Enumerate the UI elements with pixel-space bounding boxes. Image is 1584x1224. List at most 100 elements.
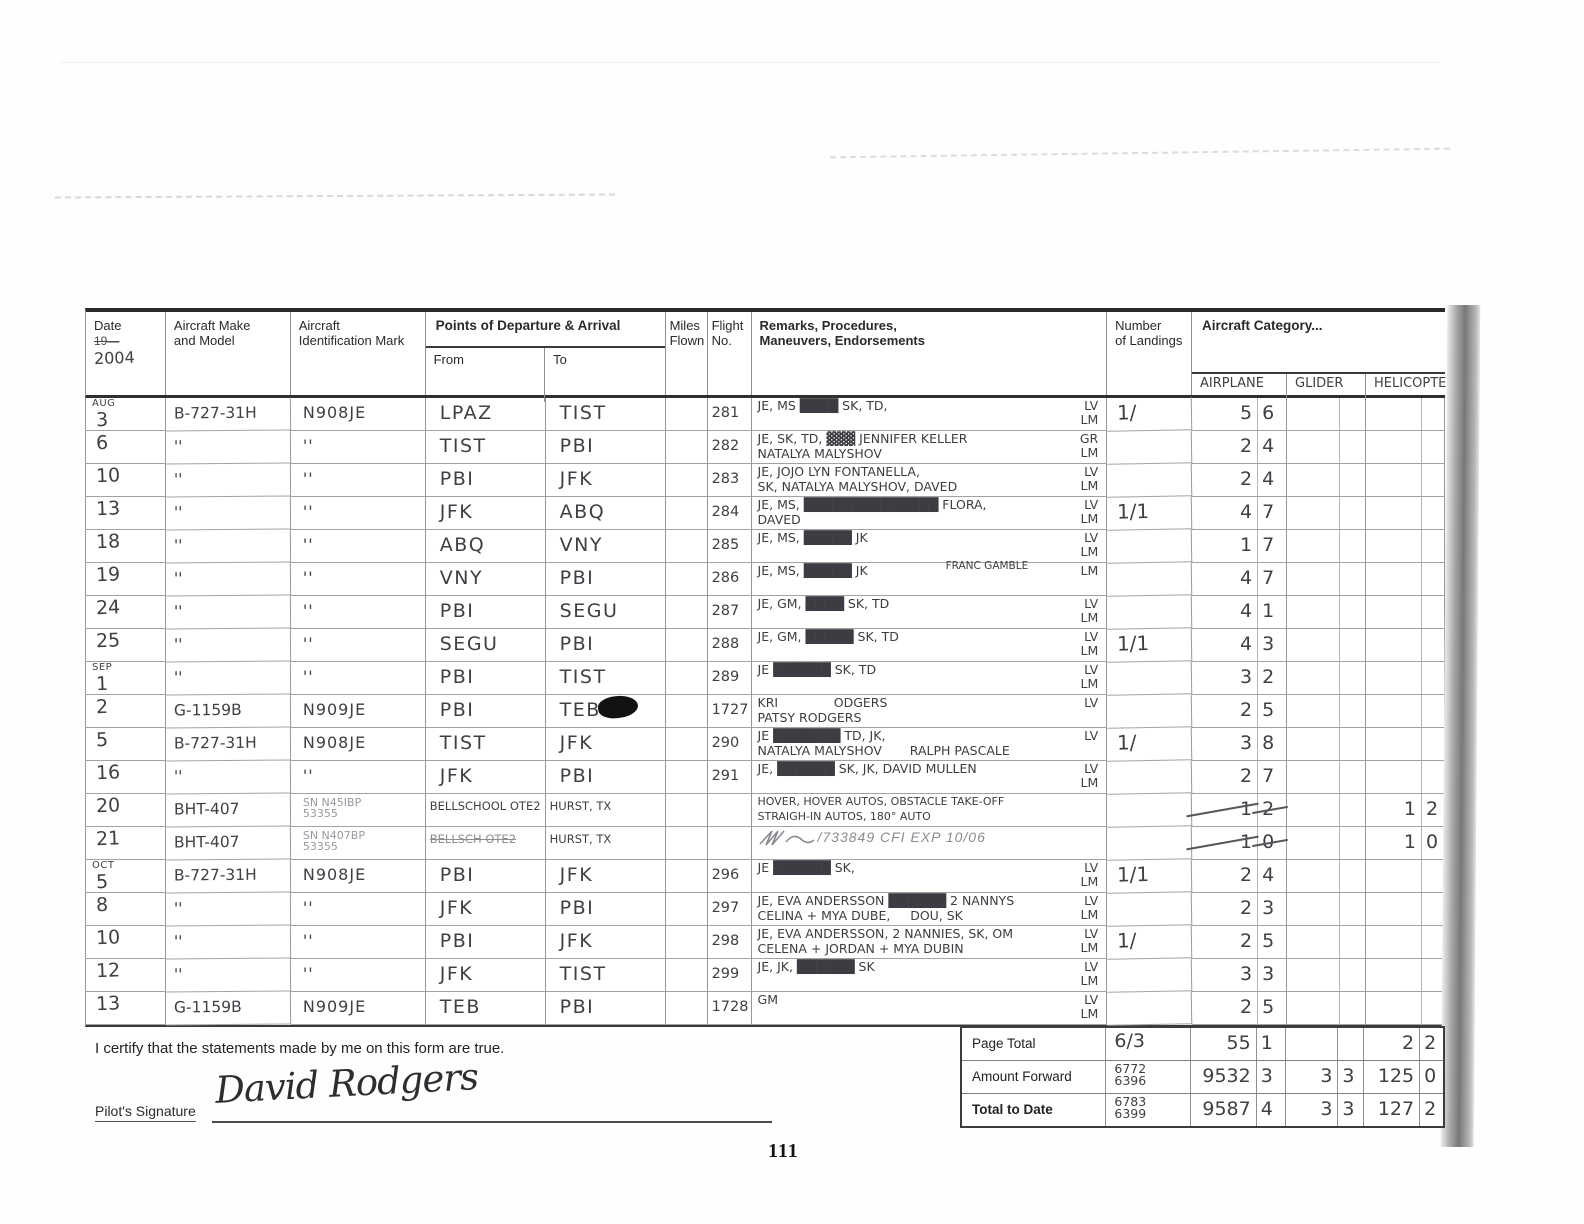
cell-date: OCT 5 (86, 860, 166, 893)
cell-landings (1106, 463, 1193, 498)
cell-aircraft-ident: '' (290, 530, 426, 563)
lv-lm-marks: LV LM (1080, 662, 1099, 691)
cell-helicopter-tenths (1422, 695, 1446, 728)
total-to-date-row: Total to Date 6783 6399 9587 4 3 3 127 2 (962, 1094, 1443, 1126)
cell-helicopter-tenths (1422, 728, 1446, 761)
cell-miles (665, 662, 708, 695)
cell-airplane-tenths: 7 (1258, 530, 1288, 563)
cell-landings: 1/1 (1106, 628, 1193, 663)
cell-helicopter (1366, 695, 1423, 728)
date-day: 13 (95, 497, 121, 521)
table-row: 13 '' '' JFK ABQ 284 JE, MS, ██████████████ FL… (86, 496, 1446, 531)
date-day: 16 (95, 761, 121, 785)
table-row: 21 BHT-407 SN N407BP 53355 BELLSCH OTE2 HURS… (86, 826, 1445, 861)
cell-airplane-tenths: 7 (1258, 761, 1288, 794)
cell-airplane-tenths: 5 (1258, 695, 1288, 728)
lv-lm-marks: LV LM (1080, 959, 1099, 988)
remark-line-1: KRI ODGERS (757, 695, 888, 710)
cell-helicopter-tenths (1422, 398, 1446, 431)
total-to-date-airplane-tenths: 4 (1257, 1094, 1286, 1126)
cell-flight-no (707, 794, 752, 827)
date-day: 24 (95, 596, 121, 620)
header-points-group: Points of Departure & Arrival From To (425, 312, 666, 402)
cell-landings (1106, 958, 1193, 993)
cell-miles (665, 728, 708, 761)
cell-aircraft-ident: N909JE (290, 992, 426, 1025)
date-day: 20 (95, 794, 121, 818)
cell-from: JFK (425, 959, 546, 992)
lv-lm-marks: LM (1080, 563, 1099, 578)
cell-flight-no: 297 (707, 893, 752, 926)
cell-helicopter-tenths (1422, 761, 1446, 794)
cell-date: 12 (86, 959, 166, 992)
cell-date: 10 (86, 926, 166, 959)
total-to-date-airplane: 9587 (1191, 1094, 1257, 1126)
cell-helicopter (1366, 761, 1423, 794)
date-day: 12 (95, 959, 121, 983)
scan-artifact (830, 147, 1450, 159)
cell-miles (665, 497, 708, 530)
header-remarks: Remarks, Procedures, Maneuvers, Endorsem… (752, 312, 1108, 395)
table-row: 19 '' '' VNY PBI 286 JE, MS, █████ JK FRANC GAM… (86, 560, 1446, 597)
cell-airplane-tenths: 7 (1258, 497, 1288, 530)
cell-airplane: 1 (1192, 827, 1259, 860)
amount-forward-label: Amount Forward (962, 1061, 1107, 1093)
cell-airplane-tenths: 4 (1258, 860, 1288, 893)
amount-forward-row: Amount Forward 6772 6396 9532 3 3 3 125 … (962, 1061, 1443, 1094)
table-row: 10 '' '' PBI JFK 283 JE, JOJO LYN FONTANELLA, S… (86, 463, 1446, 498)
table-row: 8 '' '' JFK PBI 297 JE, EVA ANDERSSON ██████ 2… (86, 892, 1446, 927)
cell-glider (1287, 959, 1341, 992)
cell-landings: 1/ (1106, 727, 1193, 762)
cell-landings (1106, 793, 1193, 828)
amount-forward-glider-tenths: 3 (1338, 1061, 1365, 1093)
table-row: 18 '' '' ABQ VNY 285 JE, MS, █████ JK LV LM 1 7 (86, 529, 1446, 564)
cell-flight-no: 282 (707, 431, 752, 464)
amount-forward-helicopter-tenths: 0 (1424, 1065, 1437, 1087)
cell-from: PBI (425, 695, 546, 728)
cell-aircraft-make: B-727-31H (165, 397, 291, 432)
cell-glider-tenths (1340, 761, 1367, 794)
date-day: 2 (95, 695, 109, 719)
cell-aircraft-ident: SN N45IBP 53355 (290, 794, 426, 827)
header-aircraft-make: Aircraft Make and Model (166, 312, 291, 395)
cell-date: 19 (86, 563, 166, 596)
cell-date: 20 (86, 794, 166, 827)
cell-landings (1106, 826, 1193, 861)
cell-aircraft-make: '' (165, 925, 291, 960)
cell-aircraft-ident: '' (290, 926, 426, 959)
cell-airplane: 2 (1192, 893, 1259, 926)
table-row: 16 '' '' JFK PBI 291 JE, ██████ SK, JK, DAVID … (86, 760, 1446, 795)
cell-helicopter (1366, 926, 1423, 959)
cell-airplane: 1 (1192, 530, 1259, 563)
cell-helicopter-tenths (1422, 431, 1446, 464)
cell-miles (665, 596, 708, 629)
date-month: OCT (92, 860, 115, 871)
cell-glider-tenths (1340, 992, 1367, 1025)
cell-landings (1106, 595, 1193, 630)
table-row: SEP 1 '' '' PBI TIST 289 JE ██████ SK, TD LV LM 3… (86, 661, 1446, 696)
date-day: 8 (95, 893, 109, 917)
signature-underline (212, 1121, 772, 1123)
amount-forward-glider: 3 (1286, 1061, 1339, 1093)
cell-aircraft-make: '' (165, 562, 291, 597)
cell-aircraft-make: G-1159B (165, 991, 291, 1026)
cell-aircraft-ident: SN N407BP 53355 (290, 827, 426, 860)
cell-glider-tenths (1340, 629, 1367, 662)
table-row: 24 '' '' PBI SEGU 287 JE, GM, ████ SK, TD LV LM… (86, 595, 1446, 630)
cell-helicopter (1366, 860, 1423, 893)
amount-forward-helicopter: 125 (1364, 1061, 1421, 1093)
cell-from: PBI (425, 662, 546, 695)
cell-airplane: 2 (1192, 992, 1259, 1025)
cell-from: PBI (425, 464, 546, 497)
cell-date: 24 (86, 596, 166, 629)
cell-to: VNY (545, 530, 666, 563)
remark-line-1: JE, MS, █████ JK (757, 563, 868, 578)
cell-aircraft-make: '' (165, 958, 291, 993)
remark-line-1: JE, JOJO LYN FONTANELLA, (757, 464, 920, 479)
cell-miles (665, 398, 708, 431)
page-total-glider (1286, 1028, 1339, 1060)
cell-flight-no: 296 (707, 860, 752, 893)
cell-airplane: 2 (1192, 926, 1259, 959)
cell-airplane: 2 (1192, 431, 1259, 464)
cell-from: TEB (425, 992, 546, 1025)
